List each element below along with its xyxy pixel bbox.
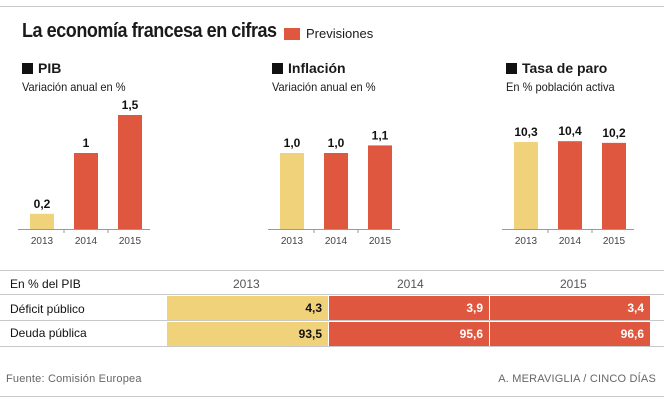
tick-label-paro-2014: 2014: [559, 236, 582, 247]
page-title: La economía francesa en cifras: [22, 20, 277, 42]
panel-subtitle-pib: Variación anual en %: [22, 80, 126, 94]
bar-label-paro-2015: 10,2: [602, 126, 626, 140]
table-row-label-deficit: Déficit público: [10, 302, 85, 316]
bar-inflacion-2015: [368, 145, 392, 229]
tick-label-inflacion-2013: 2013: [281, 236, 304, 247]
table-year-2013: 2013: [233, 277, 260, 291]
square-icon: [506, 63, 517, 74]
tick-label-inflacion-2015: 2015: [369, 236, 392, 247]
top-rule: [0, 6, 664, 7]
bar-label-pib-2013: 0,2: [34, 197, 51, 211]
bar-label-inflacion-2013: 1,0: [284, 136, 301, 150]
table-header-rule: [0, 294, 664, 295]
tick-label-paro-2013: 2013: [515, 236, 538, 247]
square-icon: [272, 63, 283, 74]
panel-subtitle-paro: En % población activa: [506, 80, 615, 94]
table-cell-deuda-2013: 93,5: [167, 322, 328, 346]
bar-label-paro-2013: 10,3: [514, 125, 538, 139]
table-cell-deficit-2013: 4,3: [167, 296, 328, 320]
panel-title-inflacion: Inflación: [272, 60, 346, 76]
bar-charts: 0,2 2013 1 2014 1,5 2015 1,0 2013 1,0 2014 1,1 2015…: [18, 98, 634, 247]
tick-label-paro-2015: 2015: [603, 236, 626, 247]
bar-paro-2014: [558, 141, 582, 229]
bar-pib-2014: [74, 153, 98, 229]
tick-label-pib-2014: 2014: [75, 236, 98, 247]
square-icon: [22, 63, 33, 74]
bottom-rule: [0, 396, 664, 397]
bar-pib-2015: [118, 115, 142, 229]
panel-title-paro: Tasa de paro: [506, 60, 607, 76]
table-cell-deficit-2014: 3,9: [329, 296, 489, 320]
table-header-label: En % del PIB: [10, 277, 81, 291]
tick-label-inflacion-2014: 2014: [325, 236, 348, 247]
table-row-label-deuda: Deuda pública: [10, 326, 87, 340]
bar-pib-2013: [30, 213, 54, 229]
bar-label-pib-2015: 1,5: [122, 98, 139, 112]
bar-paro-2013: [514, 142, 538, 229]
table-year-2015: 2015: [560, 277, 587, 291]
footer-source: Fuente: Comisión Europea: [6, 373, 142, 385]
legend-label: Previsiones: [306, 26, 374, 41]
table-cell-deuda-2014: 95,6: [329, 322, 489, 346]
table-row-rule: [0, 320, 664, 321]
tick-label-pib-2015: 2015: [119, 236, 142, 247]
table-cell-deficit-2015: 3,4: [490, 296, 650, 320]
bar-label-pib-2014: 1: [83, 136, 90, 150]
bar-inflacion-2014: [324, 153, 348, 229]
bar-label-inflacion-2015: 1,1: [372, 128, 389, 142]
panel-subtitle-inflacion: Variación anual en %: [272, 80, 376, 94]
legend: Previsiones: [284, 26, 373, 41]
bar-label-inflacion-2014: 1,0: [328, 136, 345, 150]
bar-paro-2015: [602, 142, 626, 229]
legend-swatch: [284, 27, 300, 40]
bar-inflacion-2013: [280, 153, 304, 229]
table-bottom-rule: [0, 346, 664, 347]
panel-title-pib: PIB: [22, 60, 61, 76]
footer-credit: A. MERAVIGLIA / CINCO DÍAS: [498, 373, 656, 385]
tick-label-pib-2013: 2013: [31, 236, 54, 247]
bar-label-paro-2014: 10,4: [558, 124, 582, 138]
table-cell-deuda-2015: 96,6: [490, 322, 650, 346]
table-top-rule: [0, 270, 664, 271]
table-year-2014: 2014: [397, 277, 424, 291]
